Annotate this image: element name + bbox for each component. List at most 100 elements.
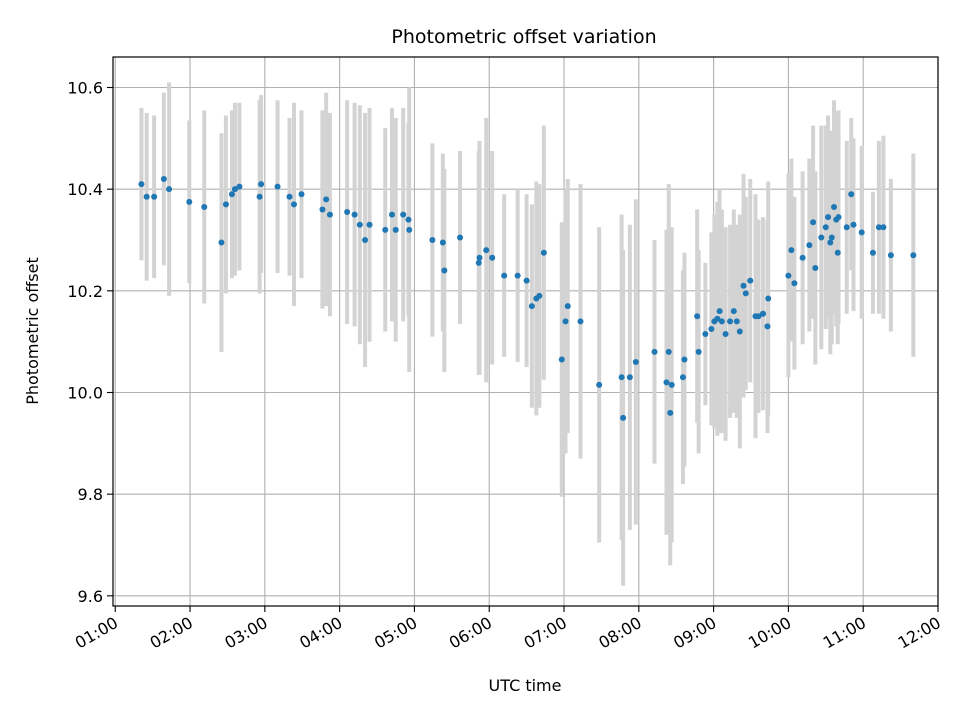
data-point (514, 272, 521, 279)
data-point (822, 224, 829, 231)
data-point (618, 374, 625, 381)
data-point (788, 247, 795, 254)
data-point (577, 318, 584, 325)
data-point (564, 303, 571, 310)
data-point (681, 356, 688, 363)
data-point (231, 186, 238, 193)
data-point (528, 303, 535, 310)
data-point (858, 229, 865, 236)
y-tick-label: 10.2 (67, 282, 103, 301)
data-point (476, 254, 483, 261)
data-point (880, 224, 887, 231)
y-axis-ticks: 9.6 9.8 10.0 10.2 10.4 10.6 (67, 79, 113, 606)
data-point (679, 374, 686, 381)
data-point (201, 203, 208, 210)
x-axis-title: UTC time (489, 676, 562, 695)
data-point (236, 183, 243, 190)
data-point (160, 176, 167, 182)
data-point (727, 318, 734, 325)
data-point (714, 315, 721, 322)
data-point (695, 348, 702, 355)
y-tick-label: 10.4 (67, 180, 103, 199)
y-tick-label: 9.8 (78, 485, 103, 504)
data-point (791, 280, 798, 287)
data-point (457, 234, 464, 241)
data-point (667, 409, 674, 416)
data-point (740, 282, 747, 289)
data-point (362, 237, 369, 243)
data-point (222, 201, 229, 208)
data-point (755, 313, 762, 320)
data-point (405, 216, 412, 223)
data-point (400, 211, 407, 218)
data-point (356, 221, 363, 228)
data-point (523, 277, 530, 284)
data-point (910, 252, 917, 259)
data-point (733, 318, 740, 325)
data-point (406, 226, 413, 233)
data-point (218, 239, 225, 246)
data-point (429, 237, 436, 243)
data-point (558, 356, 565, 363)
data-point (665, 348, 672, 355)
data-point (651, 348, 658, 355)
data-point (382, 226, 389, 233)
data-point (843, 224, 850, 231)
data-point (366, 221, 373, 228)
data-point (501, 272, 508, 279)
data-point (228, 191, 235, 198)
data-point (848, 191, 855, 198)
data-point (668, 381, 675, 388)
data-point (439, 239, 446, 246)
data-point (835, 214, 842, 221)
data-point (694, 313, 701, 320)
data-point (274, 183, 281, 190)
data-point (326, 211, 333, 218)
data-point (827, 239, 834, 246)
plot-frame (112, 56, 939, 607)
y-axis-title: Photometric offset (23, 257, 42, 405)
data-point (716, 308, 723, 315)
data-point (286, 193, 293, 200)
data-point (875, 224, 882, 231)
y-tick-label: 9.6 (78, 587, 103, 606)
data-point (344, 209, 351, 216)
data-point (319, 206, 326, 213)
data-points (138, 176, 917, 421)
data-point (759, 310, 766, 317)
data-point (138, 181, 145, 188)
data-point (869, 249, 876, 256)
data-point (810, 219, 817, 226)
data-point (702, 331, 709, 338)
data-point (818, 234, 825, 241)
data-point (812, 264, 819, 271)
data-point (825, 214, 832, 221)
data-point (764, 323, 771, 330)
data-point (806, 242, 813, 249)
data-point (722, 331, 729, 338)
data-point (620, 414, 627, 421)
data-point (708, 325, 715, 332)
data-point (765, 295, 772, 302)
y-tick-label: 10.0 (67, 384, 103, 403)
data-point (596, 381, 603, 388)
data-point (540, 249, 547, 256)
data-point (186, 198, 193, 205)
data-point (143, 193, 150, 200)
data-point (441, 267, 448, 274)
data-point (298, 191, 305, 198)
data-point (718, 318, 725, 325)
data-point (785, 272, 792, 279)
data-point (562, 318, 569, 325)
data-point (663, 379, 670, 386)
data-point (747, 277, 754, 284)
data-point (730, 308, 737, 315)
data-point (834, 249, 841, 256)
data-point (742, 290, 749, 297)
data-point (536, 292, 543, 299)
data-point (483, 247, 490, 254)
data-point (489, 254, 496, 261)
data-point (151, 193, 158, 200)
data-point (831, 203, 838, 210)
